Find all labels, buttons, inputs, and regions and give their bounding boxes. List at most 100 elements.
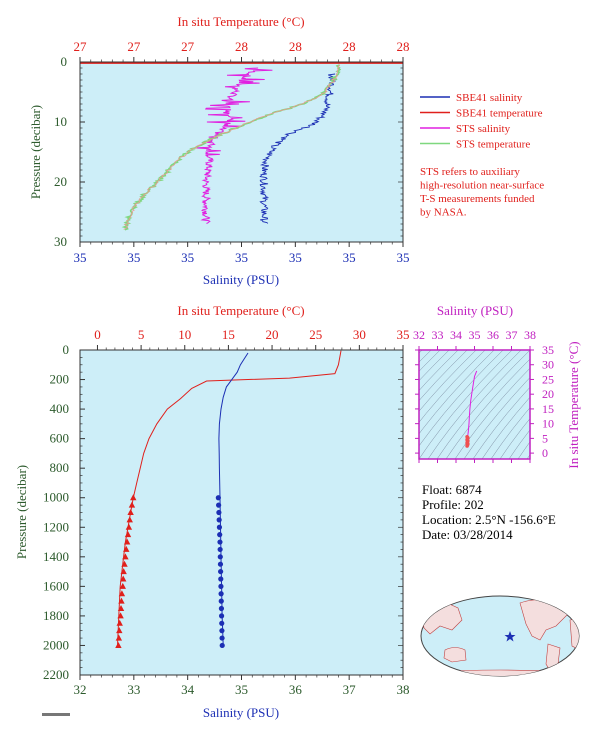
bottom-pressure-axis-title: Pressure (decibar) [14,465,29,559]
salinity-sample-marker [219,642,225,649]
top-legend: SBE41 salinity SBE41 temperature STS salin… [420,92,543,151]
top-temp-tick-label: 27 [127,39,141,54]
bottom-pressure-tick-label: 1800 [43,608,69,623]
bottom-pressure-tick-label: 200 [50,372,70,387]
bottom-temp-tick-label: 20 [266,327,279,342]
sts-note: STS refers to auxiliary high-resolution n… [420,166,544,219]
bottom-pressure-tick-label: 2200 [43,667,69,682]
bottom-temp-tick-label: 5 [138,327,145,342]
bottom-plot-area [80,350,403,675]
bottom-temp-ticks: 0 5 10 15 20 25 30 35 [94,327,410,350]
sts-salinity-line [194,67,273,224]
temperature-sample-marker [122,553,129,560]
temperature-sample-marker [116,619,123,626]
temperature-sample-marker [126,516,133,523]
salinity-sample-marker [218,605,225,612]
salinity-sample-marker [215,495,221,501]
ts-series [465,370,478,448]
ts-temp-tick-label: 5 [542,431,548,445]
temperature-sample-marker [118,597,125,604]
bottom-salinity-tick-label: 36 [289,682,303,697]
temperature-sample-marker [124,531,132,538]
temperature-sample-marker [117,612,124,619]
ts-temp-tick-label: 20 [542,387,554,401]
bottom-temp-tick-label: 0 [94,327,101,342]
density-contour [526,454,530,459]
bottom-salinity-axis-title: Salinity (PSU) [203,705,279,720]
salinity-sample-marker [219,620,225,626]
top-panel: In situ Temperature (°C) Salinity (PSU) … [28,14,544,287]
temperature-sample-marker [115,634,123,641]
temperature-sample-marker [123,545,130,552]
ts-plot-frame [418,349,531,460]
top-pressure-tick-label: 30 [54,234,67,249]
bottom-pressure-tick-label: 0 [63,342,70,357]
note-line: T-S measurements funded [420,193,535,205]
ts-salinity-tick-label: 33 [432,328,444,342]
salinity-sample-marker [219,628,225,634]
top-temp-tick-label: 28 [343,39,356,54]
top-temp-axis-title: In situ Temperature (°C) [177,14,304,29]
density-contour [436,350,530,459]
salinity-sample-marker [217,532,223,538]
ts-temp-tick-label: 0 [542,446,548,460]
temperature-sample-marker [121,560,128,567]
top-pressure-ticks: 0 10 20 30 [54,54,403,249]
bottom-pressure-tick-label: 1200 [43,519,69,534]
bottom-salinity-tick-label: 32 [74,682,87,697]
salinity-sample-marker [218,613,225,619]
note-line: high-resolution near-surface [420,180,544,192]
float-id: Float: 6874 [422,482,482,497]
bottom-pressure-tick-label: 600 [50,431,70,446]
bottom-salinity-tick-label: 35 [235,682,248,697]
legend-label: STS salinity [456,123,511,135]
bottom-salinity-tick-label: 33 [127,682,140,697]
density-contour [419,350,513,459]
density-contour [454,367,530,459]
salinity-sample-marker [217,539,223,545]
top-salinity-tick-label: 35 [181,250,194,265]
sbe41-salinity-line [259,73,336,224]
salinity-sample-marker [216,509,222,516]
density-contour [490,407,530,459]
density-contour [419,350,477,412]
top-temp-tick-label: 28 [235,39,248,54]
ts-plot-area [419,350,530,459]
density-contour [419,350,486,423]
bottom-salinity-ticks: 32 33 34 35 36 37 38 [74,675,410,697]
bottom-pressure-ticks: 0 200 400 600 800 1000 1200 1400 1600 1800 2000 220… [43,342,403,682]
top-pressure-tick-label: 20 [54,174,67,189]
salinity-sample-marker [217,554,223,560]
top-salinity-ticks: 35 35 35 35 35 35 35 [74,242,410,265]
temperature-sample-marker [119,582,126,589]
top-temp-tick-label: 27 [74,39,88,54]
ts-temp-tick-label: 30 [542,358,554,372]
credit-scribble [42,713,70,716]
ts-salinity-tick-label: 36 [487,328,499,342]
salinity-sample-marker [216,502,222,508]
temperature-sample-marker [130,494,137,501]
salinity-sample-marker [216,524,223,530]
legend-label: SBE41 salinity [456,92,523,104]
density-contour [517,441,530,459]
top-temp-tick-label: 28 [397,39,410,54]
top-salinity-tick-label: 35 [74,250,87,265]
top-plot-area [80,62,403,242]
salinity-sample-marker [218,583,224,589]
ts-salinity-tick-label: 35 [469,328,481,342]
top-temp-tick-label: 28 [289,39,302,54]
bottom-temp-tick-label: 15 [222,327,235,342]
ts-temp-tick-label: 10 [542,417,554,431]
density-contour [508,429,530,459]
bottom-temp-tick-label: 25 [309,327,322,342]
profile-date: Date: 03/28/2014 [422,527,513,542]
bottom-salinity-tick-label: 34 [181,682,195,697]
top-salinity-tick-label: 35 [127,250,140,265]
bottom-temp-tick-label: 35 [397,327,410,342]
temperature-sample-marker [123,538,131,545]
bottom-panel: In situ Temperature (°C) Salinity (PSU) … [14,303,410,720]
bottom-pressure-tick-label: 1000 [43,490,69,505]
salinity-sample-marker [219,635,225,641]
legend-label: STS temperature [456,139,530,151]
